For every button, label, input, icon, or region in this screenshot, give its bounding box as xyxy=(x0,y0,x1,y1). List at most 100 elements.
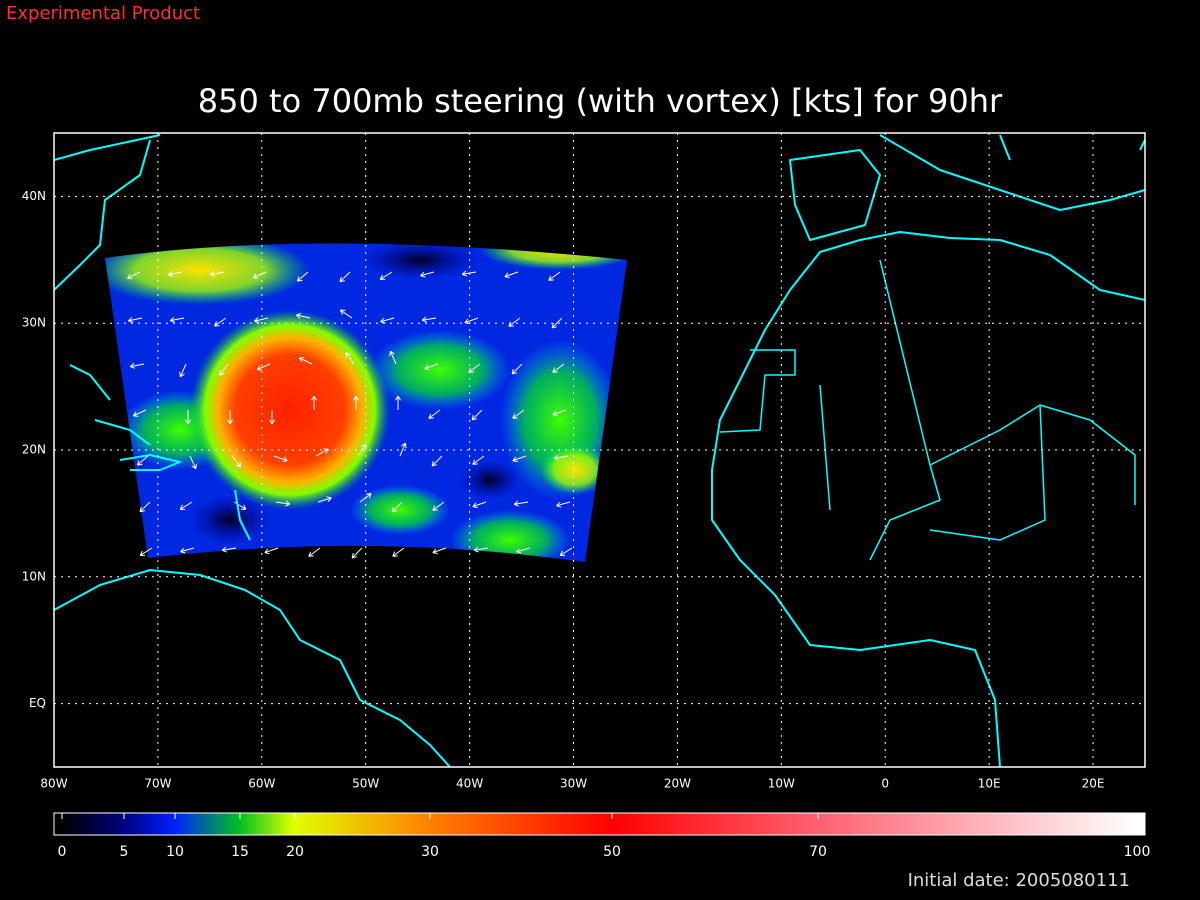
wind-arrow xyxy=(264,547,279,555)
grid xyxy=(54,133,1145,767)
wind-arrow xyxy=(179,501,193,510)
x-tick-label: 40W xyxy=(456,777,483,791)
wind-arrow xyxy=(345,352,355,365)
wind-arrow xyxy=(139,547,153,556)
wind-arrow xyxy=(233,501,247,510)
colorbar-label: 5 xyxy=(120,844,129,860)
wind-arrow xyxy=(295,312,311,319)
wind-arrow xyxy=(221,546,237,553)
wind-arrow xyxy=(552,363,565,373)
wind-arrow xyxy=(421,316,437,323)
map-area xyxy=(54,133,1145,767)
map-frame xyxy=(53,132,1146,768)
wind-arrow xyxy=(252,271,267,279)
wind-arrow xyxy=(310,395,318,410)
wind-arrow xyxy=(219,363,229,376)
wind-arrow xyxy=(317,496,332,503)
wind-arrow xyxy=(136,455,149,466)
wind-arrow xyxy=(132,409,147,417)
x-tick-label: 0 xyxy=(881,777,889,791)
x-tick-label: 10E xyxy=(978,777,1001,791)
y-tick-label: EQ xyxy=(29,696,46,710)
wind-arrow xyxy=(461,270,477,277)
x-tick-label: 20W xyxy=(664,777,691,791)
wind-arrow xyxy=(553,454,569,461)
x-tick-label: 10W xyxy=(768,777,795,791)
wind-arrow xyxy=(431,455,443,467)
wind-arrow xyxy=(392,547,405,557)
wind-arrow xyxy=(226,410,234,425)
wind-arrow xyxy=(512,409,525,419)
x-tick-label: 70W xyxy=(144,777,171,791)
wind-arrow xyxy=(209,270,225,277)
colorbar-label: 50 xyxy=(603,844,621,860)
wind-arrow xyxy=(473,546,489,553)
wind-arrow xyxy=(231,455,242,468)
wind-arrow xyxy=(167,271,183,277)
wind-arrow xyxy=(551,317,563,329)
africa-borders xyxy=(719,259,1136,561)
wind-arrow xyxy=(432,501,445,511)
wind-arrow xyxy=(508,317,521,327)
x-tick-label: 50W xyxy=(352,777,379,791)
y-tick-label: 20N xyxy=(22,443,46,457)
wind-arrow xyxy=(254,317,269,324)
wind-arrow xyxy=(268,410,276,425)
africa-coast xyxy=(711,231,1145,767)
colorbar-label: 30 xyxy=(421,844,439,860)
wind-arrow xyxy=(351,547,363,559)
wind-arrow xyxy=(432,547,447,555)
wind-arrow xyxy=(424,363,439,371)
wind-arrows xyxy=(127,270,573,559)
wind-arrow xyxy=(339,309,353,319)
wind-arrow xyxy=(512,455,527,463)
wind-arrow xyxy=(516,547,531,554)
wind-arrow xyxy=(471,409,483,421)
colorbar-label: 10 xyxy=(166,844,184,860)
wind-arrow xyxy=(180,547,195,554)
wind-arrow xyxy=(179,363,187,378)
wind-arrow xyxy=(420,271,435,278)
colorbar-label: 100 xyxy=(1124,844,1151,860)
x-tick-label: 80W xyxy=(40,777,67,791)
x-tick-label: 30W xyxy=(560,777,587,791)
wind-arrow xyxy=(339,271,351,283)
wind-arrow xyxy=(189,455,197,470)
wind-arrow xyxy=(504,271,519,279)
wind-arrow xyxy=(127,271,141,280)
wind-arrow xyxy=(389,350,397,365)
wind-arrow xyxy=(275,500,291,507)
wind-arrow xyxy=(511,363,523,375)
wind-arrow xyxy=(352,395,360,410)
south-america-coast xyxy=(54,569,451,767)
y-tick-label: 10N xyxy=(22,569,46,583)
wind-arrow xyxy=(428,409,441,419)
wind-arrow xyxy=(169,316,185,323)
wind-arrow xyxy=(513,500,529,507)
wind-arrow xyxy=(394,395,402,410)
colorbar-label: 15 xyxy=(231,844,249,860)
coastlines xyxy=(54,134,1145,767)
wind-arrow xyxy=(296,271,309,282)
wind-arrow xyxy=(214,317,227,327)
wind-arrow xyxy=(556,501,571,508)
wind-arrow xyxy=(256,363,271,371)
wind-arrow xyxy=(379,271,393,280)
wind-arrow xyxy=(298,356,313,365)
map-title: 850 to 700mb steering (with vortex) [kts… xyxy=(198,82,1003,120)
caribbean-islands xyxy=(69,364,251,541)
iberia-coast xyxy=(789,149,881,241)
wind-arrow xyxy=(308,547,321,557)
wind-arrow xyxy=(472,455,485,465)
colorbar-label: 0 xyxy=(58,844,67,860)
wind-arrow xyxy=(548,271,561,281)
wind-arrow xyxy=(184,410,192,425)
y-tick-label: 40N xyxy=(22,189,46,203)
x-tick-label: 60W xyxy=(248,777,275,791)
wind-arrow xyxy=(399,442,407,457)
wind-arrow xyxy=(127,317,143,323)
experimental-label: Experimental Product xyxy=(6,3,200,24)
colorbar-ticks: 0 5 10 15 20 30 50 70 100 xyxy=(58,813,1151,860)
wind-field xyxy=(105,243,627,562)
north-america-coast xyxy=(54,134,161,291)
